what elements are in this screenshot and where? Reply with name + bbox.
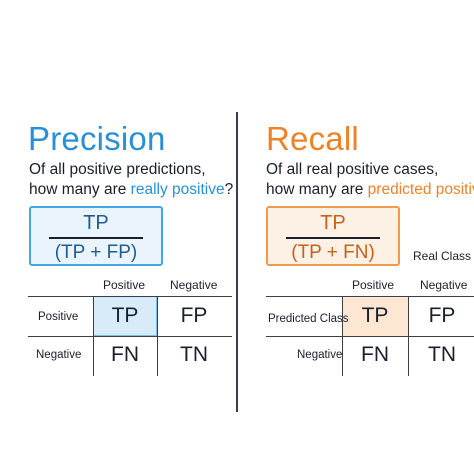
recall-subtitle-highlight: predicted positive [367,181,474,198]
precision-row-label-positive: Positive [38,311,79,323]
recall-tp-highlight [342,296,408,336]
recall-cell-fn: FN [361,343,389,366]
recall-grid-line-top [266,296,474,297]
recall-grid-line-middle [266,336,474,337]
recall-grid-line-right [408,296,409,376]
recall-subtitle-line1: Of all real positive cases, [266,161,439,178]
precision-grid-line-left [93,296,94,376]
precision-cell-fp: FP [180,304,208,327]
precision-formula-box: TP (TP + FP) [29,206,163,266]
precision-cell-fn: FN [111,343,139,366]
precision-cell-tn: TN [180,343,208,366]
precision-subtitle-prefix: how many are [29,181,131,198]
precision-subtitle-line1: Of all positive predictions, [29,161,206,178]
precision-title: Precision [28,120,166,157]
recall-subtitle-line2: how many are predicted positive [266,180,474,200]
precision-denominator: (TP + FP) [54,242,138,263]
precision-fraction-bar [49,237,143,239]
recall-grid-line-left [342,296,343,376]
recall-cell-fp: FP [428,304,456,327]
precision-numerator: TP [83,212,109,234]
recall-denominator: (TP + FN) [291,242,375,263]
recall-row-label-predicted-class: Predicted Class [268,313,349,325]
precision-subtitle-line2: how many are really positive? [29,180,233,200]
precision-subtitle-highlight: really positive [130,181,225,198]
recall-row-label-negative: Negative [297,349,343,361]
recall-numerator: TP [320,212,346,234]
precision-row-label-negative: Negative [36,349,82,361]
recall-col-header-negative: Negative [420,278,468,292]
recall-formula-box: TP (TP + FN) [266,206,400,266]
precision-col-header-negative: Negative [170,278,218,292]
precision-cell-tp: TP [111,304,139,327]
recall-col-header-positive: Positive [352,278,395,292]
precision-col-header-positive: Positive [103,278,146,292]
precision-subtitle-suffix: ? [224,181,234,198]
recall-title: Recall [266,120,359,157]
precision-grid-line-right [157,296,158,376]
recall-fraction-bar [286,237,380,239]
precision-grid-line-middle [28,336,232,337]
recall-subtitle-prefix: how many are [266,181,368,198]
recall-cell-tp: TP [361,304,389,327]
recall-real-class-label: Real Class [413,249,472,263]
panel-divider [236,112,238,412]
recall-cell-tn: TN [428,343,456,366]
precision-grid-line-top [28,296,232,297]
